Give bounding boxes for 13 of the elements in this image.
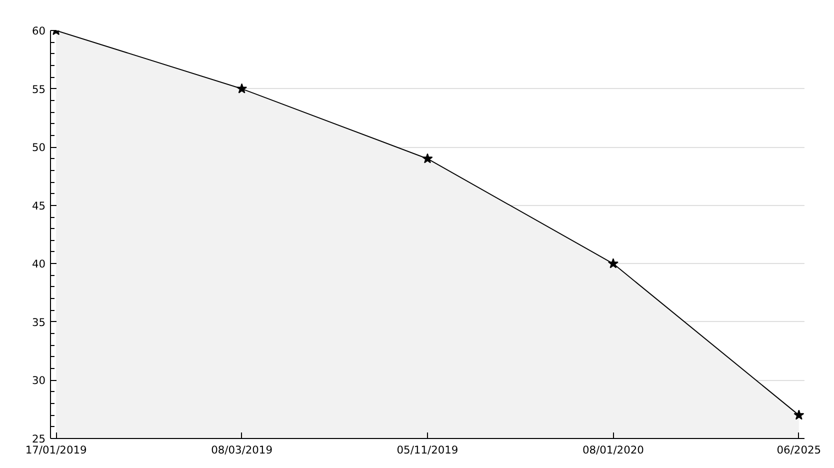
y-tick-label: 35 — [32, 316, 46, 329]
y-tick-label: 60 — [32, 24, 46, 38]
x-tick-label: 05/11/2019 — [396, 444, 458, 456]
y-tick-label: 45 — [32, 199, 46, 212]
y-tick-label: 30 — [32, 374, 46, 388]
y-tick-label: 25 — [32, 432, 46, 446]
x-tick-label: 08/03/2019 — [211, 444, 273, 456]
x-tick-label: 17/01/2019 — [25, 444, 87, 456]
x-tick-label: 08/01/2020 — [582, 444, 644, 456]
y-tick-label: 55 — [32, 82, 46, 96]
y-tick-label: 40 — [32, 258, 46, 271]
x-tick-label: 06/2025 — [776, 444, 822, 456]
y-tick-label: 50 — [32, 141, 46, 154]
